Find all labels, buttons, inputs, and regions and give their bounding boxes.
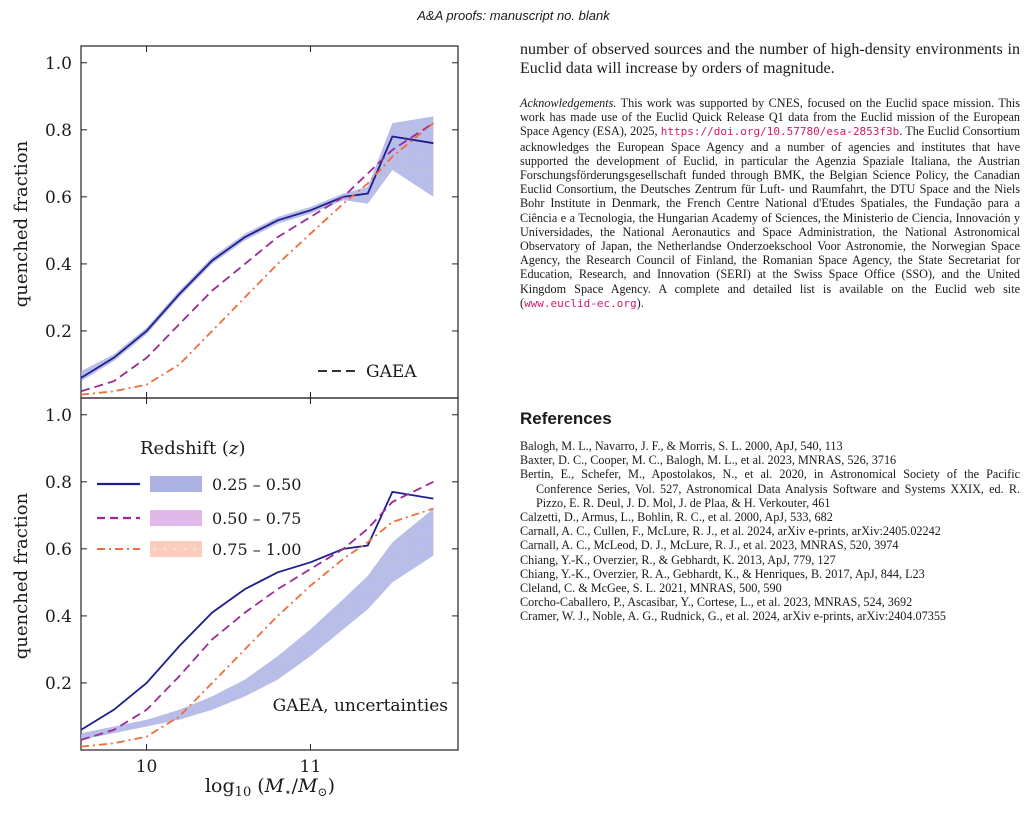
y-tick-label: 0.6 bbox=[45, 540, 72, 560]
ack-text-3: ). bbox=[636, 295, 644, 310]
reference-item: Chiang, Y.-K., Overzier, R. A., Gebhardt… bbox=[520, 566, 925, 581]
series-line bbox=[80, 480, 434, 741]
y-tick-label: 1.0 bbox=[45, 406, 72, 426]
y-tick-label: 0.4 bbox=[45, 607, 72, 627]
y-tick-label: 0.8 bbox=[45, 473, 72, 493]
reference-item: Carnall, A. C., McLeod, D. J., McLure, R… bbox=[520, 538, 899, 553]
legend-band-blue bbox=[150, 476, 202, 492]
reference-item: Calzetti, D., Armus, L., Bohlin, R. C., … bbox=[520, 510, 833, 525]
series-line bbox=[80, 490, 434, 731]
y-tick-label: 0.4 bbox=[45, 255, 72, 275]
legend-band-purple bbox=[150, 510, 202, 526]
intro-paragraph: number of observed sources and the numbe… bbox=[520, 41, 1020, 77]
top-ylabel: quenched fraction bbox=[11, 140, 32, 307]
legend-band-orange bbox=[150, 541, 202, 557]
series-line bbox=[80, 122, 434, 396]
legend-label-3: 0.75 – 1.00 bbox=[212, 540, 301, 559]
x-tick-label: 11 bbox=[300, 757, 322, 777]
series-line bbox=[80, 135, 434, 379]
reference-item: Bertin, E., Schefer, M., Apostolakos, N.… bbox=[520, 467, 1020, 510]
legend-label-2: 0.50 – 0.75 bbox=[212, 509, 301, 528]
x-tick-label: 10 bbox=[136, 757, 158, 777]
references-heading: References bbox=[520, 409, 612, 429]
reference-item: Corcho-Caballero, P., Ascasibar, Y., Cor… bbox=[520, 595, 913, 610]
legend-title: Redshift (z) bbox=[140, 438, 245, 459]
acknowledgements: Acknowledgements. This work was supporte… bbox=[520, 96, 1020, 311]
reference-item: Cleland, C. & McGee, S. L. 2021, MNRAS, … bbox=[520, 581, 782, 596]
reference-item: Chiang, Y.-K., Overzier, R., & Gebhardt,… bbox=[520, 552, 836, 567]
y-tick-label: 1.0 bbox=[45, 54, 72, 74]
euclid-web-link[interactable]: www.euclid-ec.org bbox=[524, 296, 637, 310]
y-tick-label: 0.8 bbox=[45, 121, 72, 141]
ack-text-1: This work was supported by CNES, focused… bbox=[520, 96, 1021, 139]
legend: Redshift (z) 0.25 – 0.50 0.50 – 0.75 0.7… bbox=[97, 438, 301, 559]
y-tick-label: 0.6 bbox=[45, 188, 72, 208]
series-line bbox=[80, 507, 434, 748]
bottom-ylabel: quenched fraction bbox=[11, 492, 32, 659]
y-tick-label: 0.2 bbox=[45, 322, 72, 342]
reference-item: Carnall, A. C., Cullen, F., McLure, R. J… bbox=[520, 524, 941, 539]
bottom-panel-frame bbox=[80, 397, 459, 751]
top-annotation: GAEA bbox=[366, 362, 417, 382]
ack-lead: Acknowledgements. bbox=[520, 96, 617, 110]
references-list: Balogh, M. L., Navarro, J. F., & Morris,… bbox=[520, 439, 1020, 624]
reference-item: Cramer, W. J., Noble, A. G., Rudnick, G.… bbox=[520, 609, 947, 624]
doi-link[interactable]: https://doi.org/10.57780/esa-2853f3b bbox=[660, 125, 900, 139]
right-column: number of observed sources and the numbe… bbox=[520, 40, 1020, 624]
running-header: A&A proofs: manuscript no. blank bbox=[417, 8, 610, 23]
xlabel: log10 (M⋆/M⊙) bbox=[205, 775, 335, 800]
chart-layer: 0.2 0.4 0.6 0.8 1.0 0.2 0.4 0.6 0.8 1.0 10 11 bbox=[45, 46, 458, 777]
y-tick-label: 0.2 bbox=[45, 674, 72, 694]
figure-quenched-fraction: 0.2 0.4 0.6 0.8 1.0 0.2 0.4 0.6 0.8 1.0 10 11 quenc… bbox=[11, 45, 459, 800]
bottom-annotation: GAEA, uncertainties bbox=[273, 696, 448, 716]
series-line bbox=[80, 122, 434, 393]
reference-item: Balogh, M. L., Navarro, J. F., & Morris,… bbox=[520, 439, 843, 454]
reference-item: Baxter, D. C., Cooper, M. C., Balogh, M.… bbox=[520, 453, 897, 468]
legend-label-1: 0.25 – 0.50 bbox=[212, 475, 301, 494]
ack-text-2: . The Euclid Consortium acknowledges the… bbox=[520, 124, 1020, 310]
